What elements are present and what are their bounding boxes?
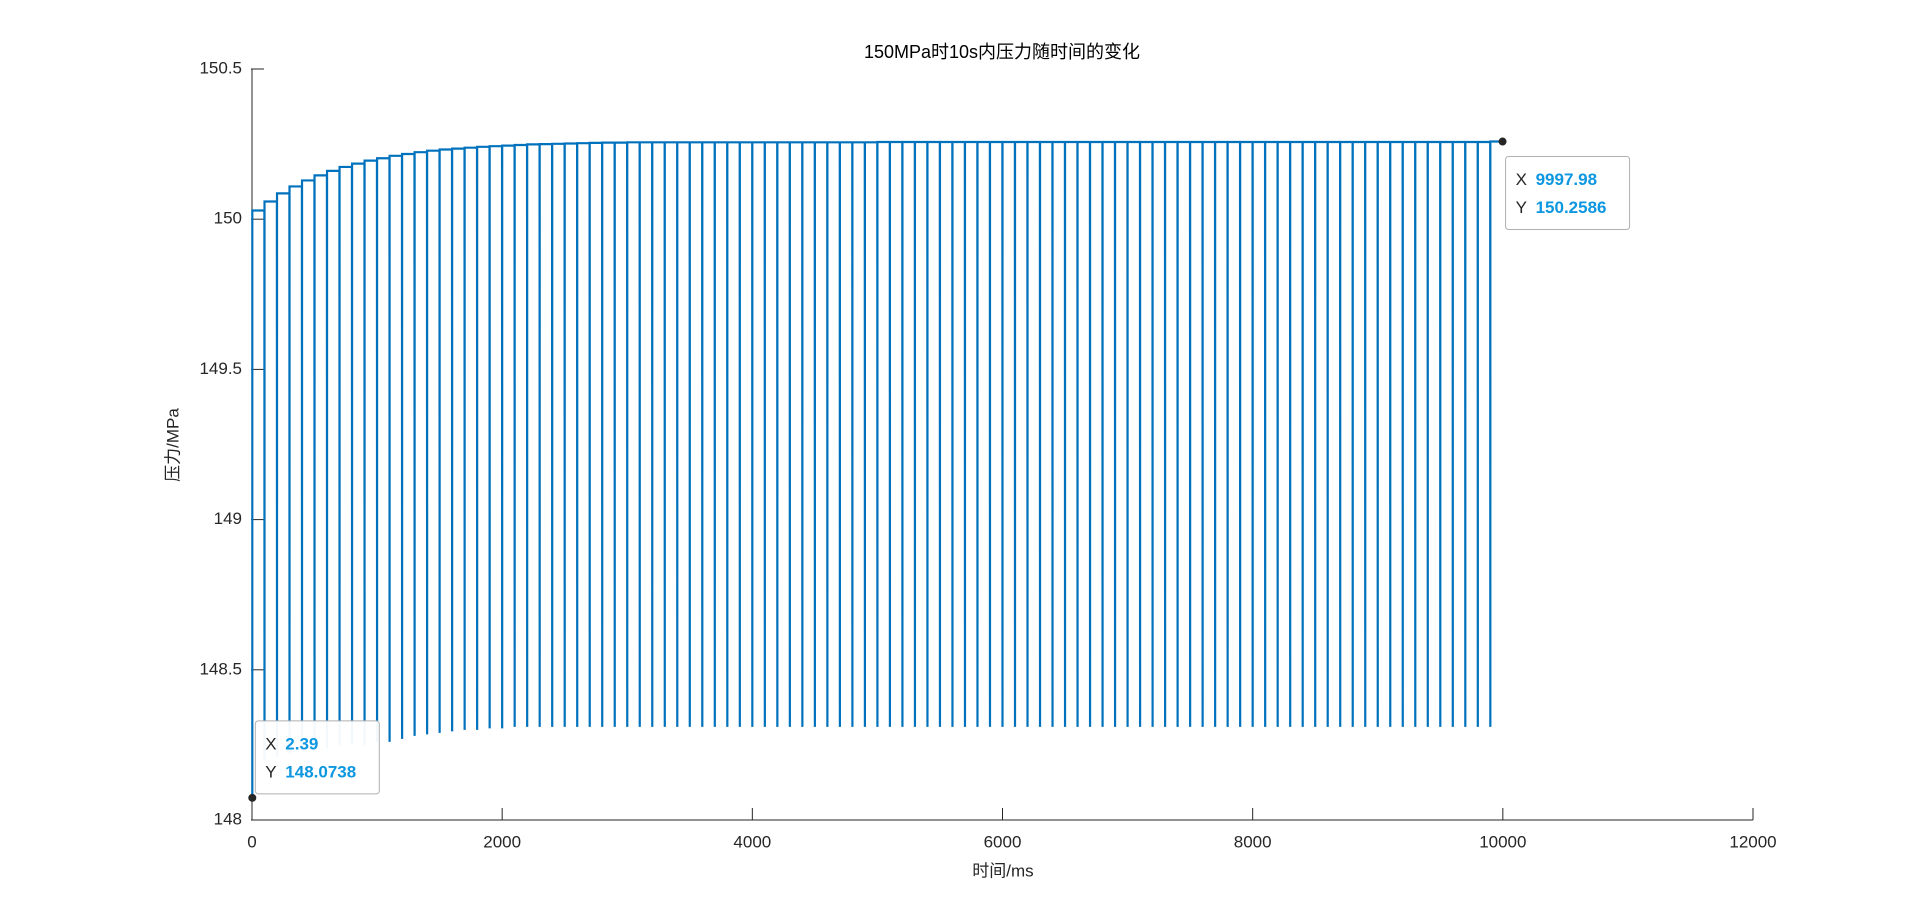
datatip-box [1505, 156, 1631, 231]
datatip-marker [248, 793, 257, 802]
x-tick-label: 4000 [733, 832, 771, 851]
x-tick-label: 0 [247, 832, 256, 851]
datatip-y-value: 148.0738 [285, 762, 356, 781]
y-tick-label: 149.5 [199, 359, 242, 378]
datatip-marker [1498, 137, 1507, 146]
data-line [251, 140, 1503, 798]
datatip: X 2.39 Y 148.0738 [254, 720, 380, 795]
datatip-y-name: Y [265, 762, 276, 781]
datatip-box [254, 720, 380, 795]
y-tick-label: 148 [214, 809, 242, 828]
x-tick-label: 2000 [483, 832, 521, 851]
y-tick-label: 150.5 [199, 58, 242, 77]
chart-title: 150MPa时10s内压力随时间的变化 [864, 42, 1140, 62]
datatip-y-value: 150.2586 [1536, 198, 1607, 217]
datatip-y-name: Y [1516, 198, 1527, 217]
datatip: X 9997.98 Y 150.2586 [1505, 156, 1631, 231]
x-tick-label: 10000 [1479, 832, 1526, 851]
datatip-x-value: 2.39 [285, 734, 318, 753]
datatip-x-name: X [1516, 170, 1527, 189]
y-tick-label: 150 [214, 209, 242, 228]
x-tick-label: 6000 [984, 832, 1022, 851]
datatip-x-name: X [265, 734, 276, 753]
x-axis-label: 时间/ms [972, 861, 1033, 880]
datatip-x-value: 9997.98 [1536, 170, 1597, 189]
y-tick-label: 148.5 [199, 659, 242, 678]
x-tick-label: 8000 [1234, 832, 1272, 851]
x-tick-label: 12000 [1729, 832, 1776, 851]
y-axis-label: 压力/MPa [163, 408, 182, 482]
y-tick-label: 149 [214, 509, 242, 528]
